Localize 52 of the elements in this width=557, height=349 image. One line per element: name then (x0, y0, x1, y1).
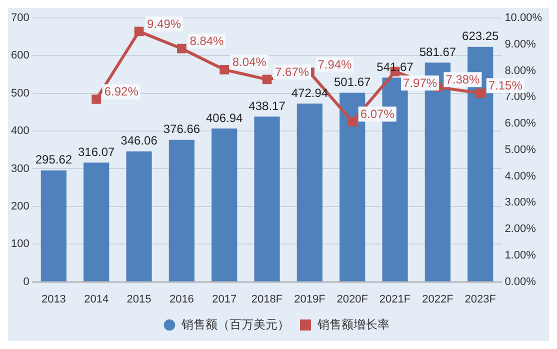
y2-tick-label: 6.00% (504, 118, 536, 130)
y2-tick-label: 2.00% (504, 223, 536, 236)
data-label: 316.07 (78, 145, 116, 159)
data-label: 346.06 (120, 134, 158, 148)
data-label: 541.67 (376, 60, 414, 74)
data-label: 7.67% (275, 64, 310, 79)
y2-tick-label: 4.00% (504, 170, 536, 182)
data-label: 8.04% (232, 55, 267, 70)
y2-tick-label: 3.00% (504, 196, 536, 209)
data-label: 7.94% (318, 58, 352, 72)
x-tick-label: 2015 (126, 293, 152, 306)
x-tick-label: 2020F (336, 293, 368, 306)
x-tick-label: 2021F (379, 293, 411, 306)
y2-tick-label: 0.00% (504, 276, 536, 288)
data-label: 6.07% (360, 106, 395, 121)
y2-tick-label: 1.00% (504, 249, 536, 262)
x-tick-label: 2019F (294, 293, 326, 306)
y2-tick-label: 8.00% (504, 64, 536, 77)
y2-tick-label: 10.00% (504, 12, 542, 24)
y-tick-label: 600 (10, 50, 30, 62)
data-label: 581.67 (419, 44, 456, 59)
y2-tick-label: 9.00% (504, 38, 536, 50)
data-label: 472.94 (291, 86, 328, 100)
data-label: 8.84% (190, 34, 224, 48)
x-tick-label: 2023F (464, 293, 496, 306)
data-label: 7.97% (403, 76, 438, 90)
data-label: 7.38% (446, 72, 480, 86)
data-label: 376.66 (163, 122, 200, 136)
data-label: 7.15% (488, 78, 523, 92)
data-label: 6.92% (104, 84, 139, 99)
y-tick-label: 0 (23, 276, 30, 288)
y-tick-label: 500 (10, 87, 30, 100)
x-tick-label: 2017 (212, 293, 237, 306)
y-tick-label: 400 (10, 125, 30, 138)
y-tick-label: 300 (10, 162, 30, 175)
data-label: 406.94 (206, 110, 244, 125)
y-tick-label: 100 (10, 238, 30, 250)
x-tick-label: 2014 (84, 293, 109, 306)
data-label: 438.17 (248, 98, 286, 113)
data-label: 295.62 (35, 152, 72, 167)
legend-label: 销售额增长率 (316, 317, 390, 332)
y-tick-label: 200 (10, 200, 30, 212)
x-tick-label: 2022F (422, 293, 454, 306)
data-label: 623.25 (462, 29, 500, 44)
data-label: 9.49% (147, 16, 182, 31)
x-tick-label: 2016 (169, 293, 194, 306)
legend-label: 销售额（百万美元） (180, 317, 290, 332)
y2-tick-label: 5.00% (504, 144, 536, 156)
data-label: 501.67 (334, 75, 372, 90)
x-tick-label: 2013 (41, 293, 66, 306)
y-tick-label: 700 (10, 12, 30, 24)
x-tick-label: 2018F (251, 293, 283, 306)
